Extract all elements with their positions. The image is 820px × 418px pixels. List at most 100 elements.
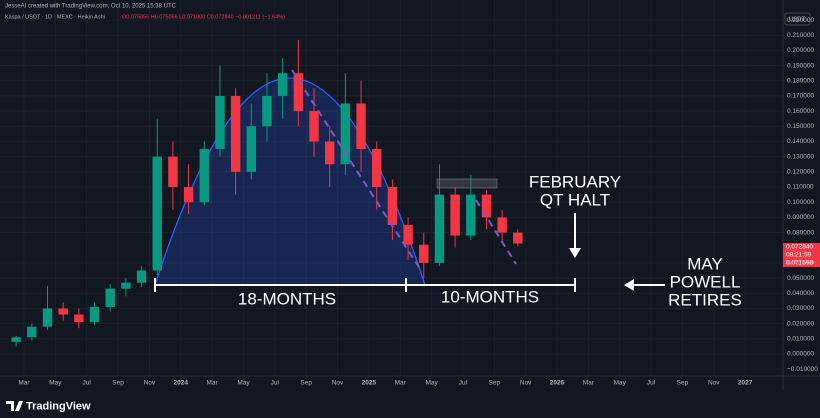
x-tick-label: May bbox=[425, 380, 438, 387]
x-tick-label: 2026 bbox=[550, 380, 565, 387]
currency-box bbox=[784, 12, 811, 26]
y-tick-label: 0.040000 bbox=[787, 290, 814, 297]
x-tick-label: Sep bbox=[489, 380, 501, 387]
x-tick-label: Mar bbox=[207, 380, 219, 387]
candle-body bbox=[387, 187, 398, 225]
candle-body bbox=[340, 103, 351, 165]
candle-body bbox=[497, 217, 507, 233]
y-tick-label: 0.180000 bbox=[787, 77, 814, 84]
candle-body bbox=[168, 156, 178, 188]
brand-logo bbox=[6, 401, 23, 411]
x-tick-label: 2024 bbox=[174, 380, 189, 387]
candle-body bbox=[230, 95, 241, 172]
trend-line bbox=[475, 199, 517, 265]
candle-body bbox=[152, 156, 162, 271]
candle-body bbox=[215, 95, 225, 150]
candle-body bbox=[89, 306, 100, 323]
annotation: RETIRES bbox=[668, 290, 742, 309]
x-tick-label: Sep bbox=[300, 380, 312, 387]
candle-body bbox=[11, 337, 21, 342]
bracket bbox=[154, 213, 665, 292]
annotation: FEBRUARY bbox=[529, 172, 621, 191]
y-tick-label: 0.140000 bbox=[787, 138, 814, 145]
candle-body bbox=[324, 141, 335, 165]
candle-body bbox=[309, 111, 319, 142]
candle-body bbox=[466, 194, 476, 236]
candle-body bbox=[183, 187, 194, 203]
candle-body bbox=[74, 314, 84, 323]
x-tick-label: Jul bbox=[83, 380, 92, 387]
candle-body bbox=[403, 224, 413, 245]
y-tick-label: 0.090000 bbox=[787, 214, 814, 221]
y-tick-label: 0.150000 bbox=[787, 123, 814, 130]
candle-body bbox=[121, 282, 131, 289]
annotation: 10-MONTHS bbox=[441, 287, 539, 306]
candle-body bbox=[136, 270, 147, 283]
candle-body bbox=[105, 288, 115, 307]
annotation: QT HALT bbox=[540, 190, 610, 209]
candle-body bbox=[246, 126, 257, 172]
y-tick-label: 0.110000 bbox=[787, 184, 814, 191]
trend-line bbox=[291, 69, 423, 273]
x-tick-label: Nov bbox=[520, 380, 532, 387]
range-box bbox=[436, 178, 498, 189]
candle-body bbox=[42, 308, 53, 327]
candle-body bbox=[277, 73, 288, 96]
x-tick-label: May bbox=[614, 380, 627, 387]
x-tick-label: May bbox=[49, 380, 62, 387]
candles bbox=[11, 39, 523, 347]
arrow-head bbox=[624, 279, 634, 291]
price-tag-text: 08:21:59 bbox=[786, 252, 812, 259]
x-tick-label: May bbox=[237, 380, 250, 387]
x-tick-label: Sep bbox=[112, 380, 124, 387]
title: Kaspa / USDT · 1D · MEXC · Heikin Ashi bbox=[5, 14, 105, 20]
subtitle: JesseAI created with TradingView.com, Oc… bbox=[5, 4, 177, 10]
x-tick-label: Sep bbox=[677, 380, 689, 387]
y-tick-label: 0.200000 bbox=[787, 47, 814, 54]
candle-body bbox=[450, 194, 460, 236]
candle-body bbox=[293, 73, 304, 112]
price-tag-text: 0.071598 bbox=[786, 260, 813, 267]
y-tick-label: 0.120000 bbox=[787, 169, 814, 176]
x-tick-label: 2025 bbox=[362, 380, 377, 387]
brand: TradingView bbox=[26, 400, 91, 412]
price-tag-text: 0.072840 bbox=[786, 244, 813, 251]
candle-body bbox=[199, 149, 209, 203]
y-tick-label: 0.160000 bbox=[787, 108, 814, 115]
candle-body bbox=[58, 308, 68, 315]
y-tick-label: 0.020000 bbox=[787, 320, 814, 327]
y-tick-label: 0.100000 bbox=[787, 199, 814, 206]
y-tick-label: 0.000000 bbox=[787, 351, 814, 358]
x-tick-label: Nov bbox=[332, 380, 344, 387]
x-tick-label: Mar bbox=[395, 380, 407, 387]
currency: USDT bbox=[789, 17, 806, 23]
y-tick-label: 0.030000 bbox=[787, 305, 814, 312]
x-tick-label: Nov bbox=[144, 380, 156, 387]
y-tick-label: 0.050000 bbox=[787, 275, 814, 282]
footer bbox=[0, 390, 820, 418]
candle-body bbox=[356, 103, 366, 150]
candle-body bbox=[27, 326, 37, 338]
candle-body bbox=[481, 194, 492, 218]
price-tag bbox=[783, 243, 820, 267]
y-tick-label: 0.170000 bbox=[787, 93, 814, 100]
y-tick-label: 0.130000 bbox=[787, 153, 814, 160]
y-tick-label: 0.210000 bbox=[787, 32, 814, 39]
y-tick-label: −0.010000 bbox=[787, 366, 818, 373]
candle-body bbox=[372, 149, 382, 188]
x-tick-label: Nov bbox=[708, 380, 720, 387]
x-tick-label: Jul bbox=[459, 380, 468, 387]
annotation: MAY bbox=[687, 254, 723, 273]
x-tick-label: Mar bbox=[583, 380, 595, 387]
candle-body bbox=[513, 232, 523, 244]
y-tick-label: 0.060000 bbox=[787, 260, 814, 267]
x-tick-label: 2027 bbox=[738, 380, 753, 387]
arrow-head bbox=[569, 248, 581, 258]
candle-body bbox=[419, 244, 429, 263]
candle-body bbox=[434, 194, 445, 263]
ohlc-text: O0.075056 H0.075056 L0.071000 C0.072840 … bbox=[122, 14, 285, 20]
candle-body bbox=[262, 95, 272, 127]
annotation: 18-MONTHS bbox=[238, 289, 336, 308]
